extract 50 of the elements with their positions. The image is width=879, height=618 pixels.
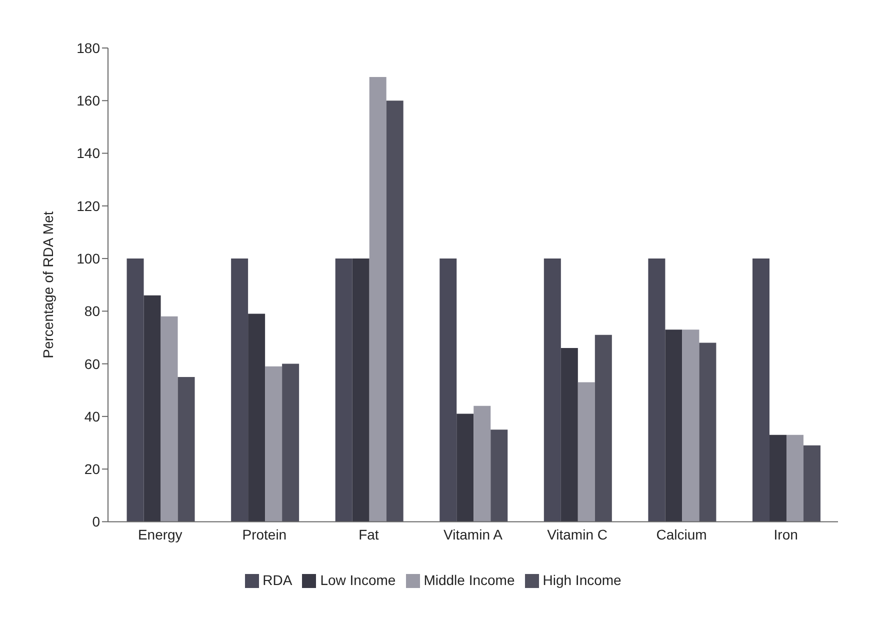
bar (386, 100, 404, 522)
bar (231, 258, 248, 522)
y-tick-label: 0 (92, 514, 100, 530)
bar (440, 258, 457, 522)
x-tick-label: Energy (138, 526, 182, 543)
bar (490, 430, 508, 522)
bar (352, 258, 370, 522)
bar (665, 330, 682, 522)
y-tick-label: 20 (84, 461, 100, 478)
x-tick-label: Iron (774, 526, 798, 543)
legend-label: High Income (542, 572, 622, 588)
bar (248, 314, 266, 522)
y-tick-label: 40 (84, 408, 100, 424)
bar (160, 316, 178, 522)
y-tick-label: 60 (84, 356, 100, 372)
y-tick-label: 140 (76, 145, 100, 162)
bar (335, 258, 352, 522)
bar (786, 434, 804, 522)
bar (699, 342, 716, 522)
y-tick-label: 120 (76, 198, 100, 214)
legend-label: RDA (262, 572, 292, 588)
x-tick-label: Fat (358, 526, 379, 543)
bar (126, 258, 144, 522)
bar (282, 364, 300, 522)
x-tick-label: Protein (242, 526, 287, 543)
bar (544, 258, 561, 522)
bar (560, 348, 578, 522)
x-tick-label: Calcium (656, 526, 707, 543)
bar (144, 295, 161, 522)
y-axis-title: Percentage of RDA Met (40, 211, 56, 358)
bar (369, 76, 386, 522)
bar (456, 414, 474, 522)
bar (474, 406, 491, 522)
bar (752, 258, 770, 522)
legend-label: Middle Income (424, 572, 515, 588)
bar (178, 376, 195, 522)
bar (594, 334, 612, 522)
bar (578, 382, 595, 522)
y-tick-label: 160 (76, 92, 100, 109)
y-tick-label: 180 (76, 40, 100, 56)
y-tick-label: 100 (76, 250, 100, 267)
x-tick-label: Vitamin C (547, 526, 608, 543)
bar (769, 434, 786, 522)
x-tick-label: Vitamin A (444, 526, 504, 543)
y-tick-label: 80 (84, 303, 100, 320)
bar (803, 445, 820, 522)
bar (265, 366, 282, 522)
legend-label: Low Income (320, 572, 396, 588)
bar (648, 258, 666, 522)
bar (682, 330, 700, 522)
